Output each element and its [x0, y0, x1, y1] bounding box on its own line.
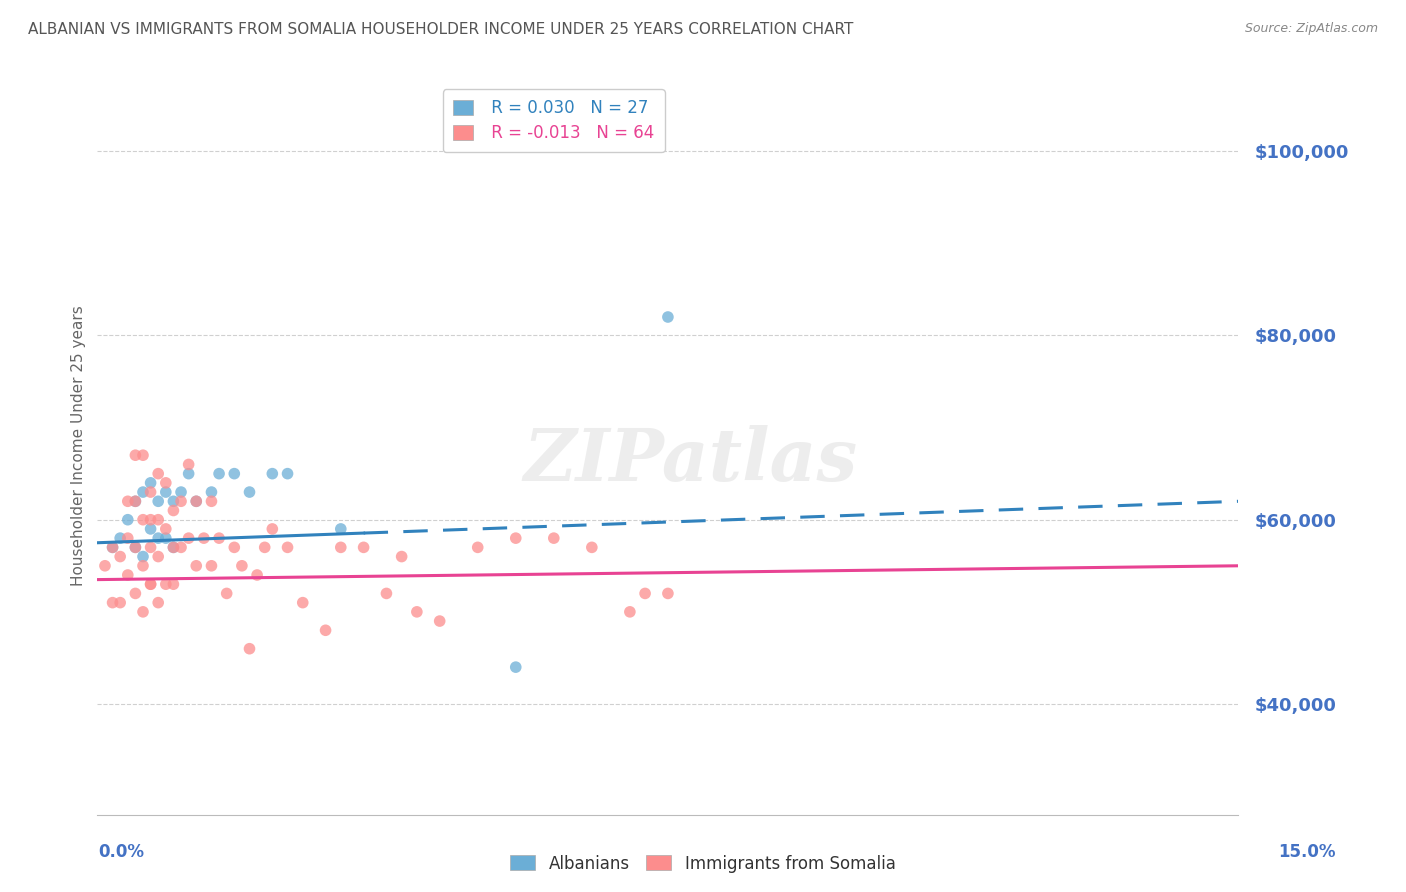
Y-axis label: Householder Income Under 25 years: Householder Income Under 25 years [72, 306, 86, 586]
Point [315, 624, 337, 638]
Point [108, 549, 131, 564]
Point [277, 467, 299, 481]
Text: ALBANIAN VS IMMIGRANTS FROM SOMALIA HOUSEHOLDER INCOME UNDER 25 YEARS CORRELATIO: ALBANIAN VS IMMIGRANTS FROM SOMALIA HOUS… [28, 22, 853, 37]
Point [657, 586, 679, 600]
Point [117, 568, 139, 582]
Point [108, 531, 131, 545]
Point [132, 485, 155, 500]
Point [124, 494, 146, 508]
Point [117, 513, 139, 527]
Point [132, 558, 155, 573]
Point [101, 596, 124, 610]
Point [94, 558, 117, 573]
Point [124, 541, 146, 555]
Point [162, 541, 184, 555]
Point [124, 586, 146, 600]
Point [215, 586, 238, 600]
Point [375, 586, 398, 600]
Point [186, 558, 208, 573]
Point [101, 541, 124, 555]
Point [139, 577, 162, 591]
Point [162, 494, 184, 508]
Point [224, 467, 246, 481]
Point [139, 485, 162, 500]
Point [200, 558, 222, 573]
Point [581, 541, 603, 555]
Point [246, 568, 269, 582]
Point [543, 531, 565, 545]
Point [162, 577, 184, 591]
Point [124, 448, 146, 462]
Point [162, 541, 184, 555]
Point [505, 531, 527, 545]
Point [155, 475, 177, 490]
Point [277, 541, 299, 555]
Point [238, 641, 260, 656]
Point [148, 494, 170, 508]
Point [177, 531, 200, 545]
Point [231, 558, 253, 573]
Point [505, 660, 527, 674]
Point [208, 531, 231, 545]
Point [177, 467, 200, 481]
Point [634, 586, 657, 600]
Point [405, 605, 427, 619]
Point [186, 494, 208, 508]
Point [139, 522, 162, 536]
Point [148, 596, 170, 610]
Point [124, 494, 146, 508]
Point [132, 605, 155, 619]
Point [467, 541, 489, 555]
Point [262, 522, 284, 536]
Point [139, 475, 162, 490]
Text: Source: ZipAtlas.com: Source: ZipAtlas.com [1244, 22, 1378, 36]
Point [132, 549, 155, 564]
Point [148, 513, 170, 527]
Point [200, 494, 222, 508]
Point [291, 596, 314, 610]
Point [139, 513, 162, 527]
Legend: Albanians, Immigrants from Somalia: Albanians, Immigrants from Somalia [503, 848, 903, 880]
Point [155, 531, 177, 545]
Point [329, 522, 352, 536]
Text: 0.0%: 0.0% [98, 843, 145, 861]
Point [170, 485, 193, 500]
Point [170, 494, 193, 508]
Point [391, 549, 413, 564]
Point [132, 448, 155, 462]
Point [155, 577, 177, 591]
Point [353, 541, 375, 555]
Point [224, 541, 246, 555]
Point [139, 577, 162, 591]
Point [117, 531, 139, 545]
Point [170, 541, 193, 555]
Point [148, 467, 170, 481]
Point [132, 513, 155, 527]
Point [200, 485, 222, 500]
Point [238, 485, 260, 500]
Point [148, 549, 170, 564]
Text: ZIPatlas: ZIPatlas [523, 425, 858, 496]
Point [253, 541, 276, 555]
Text: 15.0%: 15.0% [1278, 843, 1336, 861]
Point [208, 467, 231, 481]
Legend:  R = 0.030   N = 27,  R = -0.013   N = 64: R = 0.030 N = 27, R = -0.013 N = 64 [443, 89, 665, 153]
Point [329, 541, 352, 555]
Point [429, 614, 451, 628]
Point [193, 531, 215, 545]
Point [619, 605, 641, 619]
Point [155, 485, 177, 500]
Point [139, 541, 162, 555]
Point [148, 531, 170, 545]
Point [177, 458, 200, 472]
Point [155, 522, 177, 536]
Point [117, 494, 139, 508]
Point [162, 503, 184, 517]
Point [101, 541, 124, 555]
Point [108, 596, 131, 610]
Point [186, 494, 208, 508]
Point [124, 541, 146, 555]
Point [657, 310, 679, 324]
Point [262, 467, 284, 481]
